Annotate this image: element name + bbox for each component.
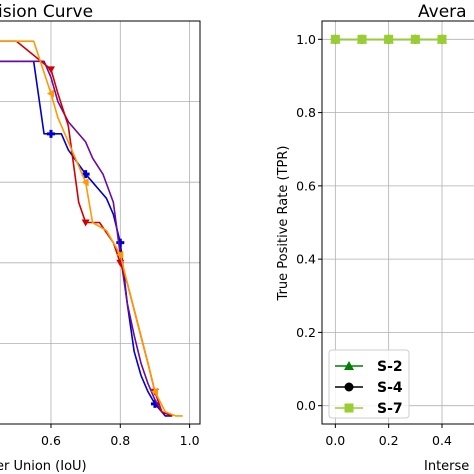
right-x-axis-label: Interse xyxy=(424,459,469,474)
right-x-ticks: 0.0 0.2 0.4 xyxy=(325,424,452,448)
left-series-group xyxy=(0,40,183,417)
left-plot-frame xyxy=(0,20,201,425)
left-chart-title: ision Curve xyxy=(0,2,93,22)
right-series-S-7-marker-4 xyxy=(437,34,447,44)
left-series-0 xyxy=(0,60,173,417)
left-series-3-marker-2 xyxy=(116,250,124,259)
legend-label-S-7: S-7 xyxy=(377,401,403,417)
legend-marker-S-4 xyxy=(344,382,354,392)
legend-entry-S-4: S-4 xyxy=(335,380,403,396)
right-series-group xyxy=(330,34,447,44)
left-series-1 xyxy=(0,60,173,417)
legend-entry-S-7: S-7 xyxy=(335,401,403,417)
right-series-S-7-marker-0 xyxy=(330,34,340,44)
left-x-tick-label-0: 0.6 xyxy=(41,433,61,448)
left-series-0-marker-2 xyxy=(116,238,125,247)
left-series-3-marker-0 xyxy=(46,89,54,98)
right-y-ticks: 0.0 0.2 0.4 0.6 0.8 1.0 xyxy=(296,32,322,413)
legend-marker-S-7 xyxy=(344,403,354,413)
left-x-tick-label-2: 1.0 xyxy=(180,433,200,448)
left-series-1-line xyxy=(0,60,173,417)
left-series-2-marker-1 xyxy=(81,219,90,227)
left-x-axis-label: er Union (IoU) xyxy=(0,459,87,474)
right-x-tick-label-2: 0.4 xyxy=(432,433,452,448)
right-y-tick-label-3: 0.6 xyxy=(296,178,316,193)
right-y-tick-label-1: 0.2 xyxy=(296,325,316,340)
left-series-0-marker-0 xyxy=(46,129,55,138)
left-x-tick-label-1: 0.8 xyxy=(110,433,130,448)
left-series-3-line xyxy=(0,40,183,417)
left-chart: ision Curve 0.6 0.8 1.0 er Union (IoU) xyxy=(0,2,201,474)
right-series-S-7-marker-2 xyxy=(384,34,394,44)
legend-marker-S-2 xyxy=(344,361,354,370)
legend-label-S-4: S-4 xyxy=(377,380,403,396)
left-series-2-marker-0 xyxy=(46,66,55,74)
left-x-ticks: 0.6 0.8 1.0 xyxy=(41,424,200,448)
left-series-3 xyxy=(0,40,183,417)
left-series-3-marker-3 xyxy=(150,387,158,396)
left-series-0-line xyxy=(0,60,173,417)
right-series-S-7 xyxy=(330,34,447,44)
left-series-3-marker-1 xyxy=(81,178,89,187)
right-y-tick-label-4: 0.8 xyxy=(296,105,316,120)
right-legend: S-2 S-4 S-7 xyxy=(328,349,410,419)
legend-label-S-2: S-2 xyxy=(377,359,403,375)
right-x-tick-label-0: 0.0 xyxy=(325,433,345,448)
right-chart: Avera 0.0 0.2 0.4 0.6 0.8 1.0 0.0 0.2 0.4 True … xyxy=(276,2,474,474)
right-x-tick-label-1: 0.2 xyxy=(379,433,399,448)
right-y-axis-label: True Positive Rate (TPR) xyxy=(276,146,291,302)
right-series-S-7-marker-3 xyxy=(410,34,420,44)
right-chart-title: Avera xyxy=(418,2,467,22)
right-y-tick-label-5: 1.0 xyxy=(296,32,316,47)
legend-entry-S-2: S-2 xyxy=(335,359,403,375)
right-series-S-7-marker-1 xyxy=(357,34,367,44)
right-plot-frame xyxy=(321,20,474,425)
right-y-tick-label-0: 0.0 xyxy=(296,398,316,413)
right-y-tick-label-2: 0.4 xyxy=(296,252,316,267)
